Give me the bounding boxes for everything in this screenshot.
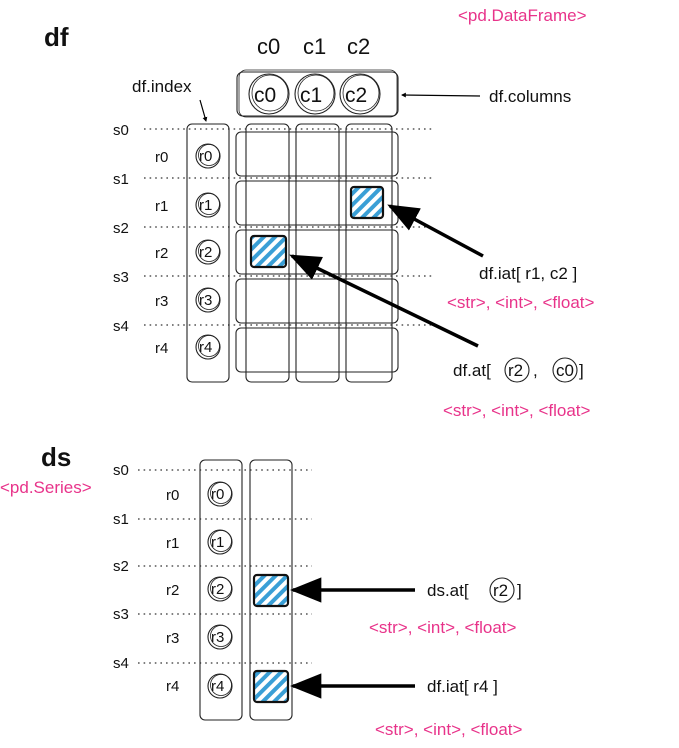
df-at-arg-circle-r2 bbox=[504, 357, 530, 383]
df-slice-tick-s0: s0 bbox=[113, 122, 129, 139]
df-index-circle-r2 bbox=[195, 239, 221, 265]
ds-selected-cell-r4 bbox=[252, 669, 290, 704]
df-column-circle-label-c2: c2 bbox=[345, 84, 367, 107]
df-at-label-suffix: ] bbox=[579, 361, 584, 380]
ds-at-label-prefix: ds.at[ bbox=[427, 581, 469, 600]
ds-index-circle-r2 bbox=[207, 576, 233, 602]
df-column-header-c0: c0 bbox=[257, 34, 280, 59]
df-selected-cell-r1-c2 bbox=[349, 185, 385, 220]
df-index-circle-label-r4: r4 bbox=[199, 339, 212, 356]
df-column-header-c2: c2 bbox=[347, 34, 370, 59]
df-index-box bbox=[186, 123, 230, 383]
df-row-box-r4 bbox=[235, 327, 399, 373]
ds-index-box bbox=[199, 459, 243, 721]
series-section: ds <pd.Series> s0 s1 s2 s3 s4 r0 r1 r2 r… bbox=[0, 442, 523, 739]
df-index-pointer-arrow bbox=[199, 99, 208, 122]
ds-index-circle-r4 bbox=[207, 673, 233, 699]
df-type-label: <pd.DataFrame> bbox=[458, 6, 587, 25]
ds-iat-label: df.iat[ r4 ] bbox=[427, 677, 498, 696]
df-at-types: <str>, <int>, <float> bbox=[443, 401, 591, 420]
df-row-label-r4: r4 bbox=[155, 340, 168, 357]
ds-at-arg-r2: r2 bbox=[493, 581, 508, 600]
ds-row-label-r1: r1 bbox=[166, 535, 179, 552]
df-title: df bbox=[44, 22, 69, 52]
ds-row-label-r0: r0 bbox=[166, 487, 179, 504]
df-slice-tick-s1: s1 bbox=[113, 171, 129, 188]
ds-slice-tick-s3: s3 bbox=[113, 606, 129, 623]
df-at-arg-r2: r2 bbox=[508, 361, 523, 380]
df-column-box-c0 bbox=[245, 123, 290, 383]
df-row-box-r1 bbox=[235, 180, 399, 226]
df-at-separator: , bbox=[533, 361, 538, 380]
ds-at-label-suffix: ] bbox=[517, 581, 522, 600]
df-columns-box bbox=[236, 71, 399, 117]
df-row-box-r0 bbox=[235, 131, 399, 177]
df-index-circle-label-r0: r0 bbox=[199, 148, 212, 165]
df-row-label-r3: r3 bbox=[155, 293, 168, 310]
df-index-circle-r0 bbox=[195, 143, 221, 169]
ds-selected-cell-r2 bbox=[252, 573, 290, 608]
ds-index-circle-r3 bbox=[207, 624, 233, 650]
df-columns-label: df.columns bbox=[489, 87, 571, 106]
dataframe-section: df <pd.DataFrame> c0 c1 c2 c0 c1 c2 df.c… bbox=[44, 6, 595, 420]
df-columns-pointer-arrow bbox=[401, 92, 481, 98]
ds-index-circle-label-r3: r3 bbox=[211, 629, 224, 646]
df-index-circle-label-r1: r1 bbox=[199, 197, 212, 214]
ds-iat-types: <str>, <int>, <float> bbox=[375, 720, 523, 739]
ds-at-types: <str>, <int>, <float> bbox=[369, 618, 517, 637]
df-iat-label: df.iat[ r1, c2 ] bbox=[479, 264, 577, 283]
ds-slice-tick-s0: s0 bbox=[113, 462, 129, 479]
df-row-label-r2: r2 bbox=[155, 245, 168, 262]
ds-type-label: <pd.Series> bbox=[0, 478, 92, 497]
df-index-circle-label-r3: r3 bbox=[199, 292, 212, 309]
df-at-label-prefix: df.at[ bbox=[453, 361, 491, 380]
df-row-box-r3 bbox=[235, 278, 399, 324]
df-slice-tick-s4: s4 bbox=[113, 318, 129, 335]
ds-index-circle-label-r0: r0 bbox=[211, 486, 224, 503]
df-slice-tick-s2: s2 bbox=[113, 220, 129, 237]
df-at-arrow bbox=[289, 254, 479, 348]
df-iat-arrow bbox=[387, 204, 484, 258]
df-column-circle-label-c0: c0 bbox=[254, 84, 276, 107]
ds-row-label-r4: r4 bbox=[166, 678, 179, 695]
ds-index-circle-r0 bbox=[207, 481, 233, 507]
df-slice-tick-s3: s3 bbox=[113, 269, 129, 286]
ds-index-circle-label-r2: r2 bbox=[211, 581, 224, 598]
ds-slice-tick-s1: s1 bbox=[113, 511, 129, 528]
ds-index-circle-label-r1: r1 bbox=[211, 534, 224, 551]
ds-at-arg-circle-r2 bbox=[489, 577, 515, 603]
df-selected-cell-r2-c0 bbox=[249, 234, 288, 269]
df-column-circle-c0 bbox=[248, 73, 290, 115]
ds-index-circle-label-r4: r4 bbox=[211, 678, 224, 695]
df-at-arg-circle-c0 bbox=[552, 357, 578, 383]
ds-index-circle-r1 bbox=[207, 529, 233, 555]
ds-row-label-r2: r2 bbox=[166, 582, 179, 599]
df-row-label-r1: r1 bbox=[155, 198, 168, 215]
df-iat-types: <str>, <int>, <float> bbox=[447, 293, 595, 312]
df-column-circle-c2 bbox=[339, 73, 381, 115]
df-at-arg-c0: c0 bbox=[556, 361, 574, 380]
df-index-circle-r3 bbox=[195, 287, 221, 313]
df-column-circle-label-c1: c1 bbox=[300, 84, 322, 107]
ds-slice-tick-s4: s4 bbox=[113, 655, 129, 672]
ds-slice-tick-s2: s2 bbox=[113, 558, 129, 575]
ds-row-label-r3: r3 bbox=[166, 630, 179, 647]
df-index-circle-r4 bbox=[195, 334, 221, 360]
df-index-circle-label-r2: r2 bbox=[199, 244, 212, 261]
df-column-circle-c1 bbox=[294, 73, 336, 115]
df-index-label: df.index bbox=[132, 77, 192, 96]
ds-title: ds bbox=[41, 442, 71, 472]
df-row-label-r0: r0 bbox=[155, 149, 168, 166]
df-index-circle-r1 bbox=[195, 192, 221, 218]
df-column-box-c2 bbox=[345, 123, 393, 383]
df-column-header-c1: c1 bbox=[303, 34, 326, 59]
df-column-box-c1 bbox=[295, 123, 340, 383]
